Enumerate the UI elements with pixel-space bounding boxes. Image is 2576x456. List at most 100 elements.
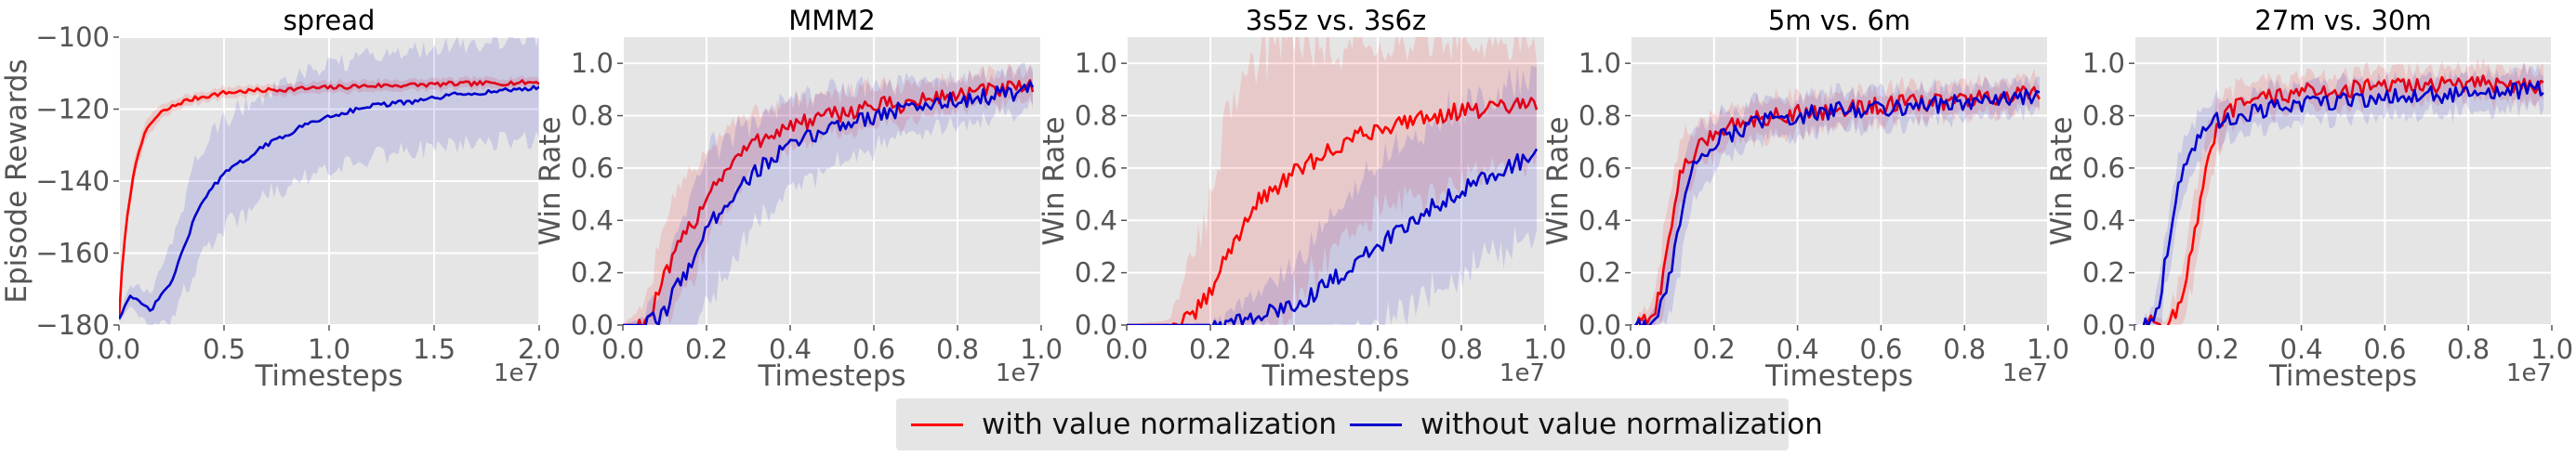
y-tick-label: 0.8 [2082, 100, 2125, 132]
x-offset-label: 1e7 [2506, 359, 2552, 387]
y-tick-label: 0.6 [571, 152, 614, 184]
chart-title: spread [284, 5, 376, 36]
x-tick-label: 0.8 [2447, 333, 2490, 365]
series-line-0 [1127, 97, 1539, 325]
x-tick-label: 0.4 [1273, 333, 1315, 365]
x-tick-label: 2.0 [518, 333, 561, 365]
y-tick-label: 0.8 [1579, 100, 1621, 132]
series-line-1 [623, 80, 1035, 325]
band-1 [623, 61, 1033, 325]
chart-title: 27m vs. 30m [2254, 5, 2431, 36]
y-axis-label: Win Rate [534, 116, 567, 245]
x-tick-label: 0.0 [2113, 333, 2156, 365]
x-tick-label: 0.0 [98, 333, 140, 365]
y-tick-label: 1.0 [2082, 47, 2125, 79]
x-tick-label: 1.0 [308, 333, 350, 365]
y-tick-label: 1.0 [571, 47, 614, 79]
panel-4: 0.0 0.2 0.4 0.6 0.8 1.0 0.0 0.2 0.4 0.6 0.8 1.0 27m … [2045, 5, 2573, 393]
y-axis-label: Win Rate [1541, 116, 1575, 245]
legend-item-with: with value normalization [911, 398, 1337, 450]
band-0 [623, 63, 1033, 325]
legend-line-without [1350, 423, 1402, 426]
series-line-1 [2134, 80, 2544, 325]
band-1 [2134, 62, 2543, 325]
x-axis-label: Timesteps [1261, 359, 1409, 393]
series-line-0 [119, 79, 539, 319]
x-tick-label: 0.2 [2197, 333, 2239, 365]
x-tick-label: 0.6 [852, 333, 895, 365]
x-offset-label: 1e7 [2002, 359, 2048, 387]
x-tick-label: 0.2 [1189, 333, 1232, 365]
x-tick-label: 1.5 [413, 333, 456, 365]
x-tick-label: 0.0 [601, 333, 644, 365]
x-tick-label: 0.8 [1440, 333, 1483, 365]
y-tick-label: 0.4 [1075, 204, 1117, 236]
y-tick-label: 0.6 [2082, 152, 2125, 184]
series-group [1631, 68, 2041, 325]
y-tick-label: 0.2 [2082, 257, 2125, 289]
x-tick-label: 0.2 [1693, 333, 1736, 365]
plot-area [1631, 37, 2048, 325]
y-axis-label: Win Rate [2045, 116, 2079, 245]
y-tick-label: −140 [35, 165, 110, 197]
y-tick-label: 0.0 [1579, 309, 1621, 341]
y-tick-label: 0.0 [2082, 309, 2125, 341]
y-tick-label: −180 [35, 309, 110, 341]
y-tick-label: 0.4 [571, 204, 614, 236]
x-tick-label: 1.0 [2027, 333, 2069, 365]
y-tick-label: 0.8 [571, 100, 614, 132]
y-tick-label: 1.0 [1579, 47, 1621, 79]
y-tick-label: 0.6 [1579, 152, 1621, 184]
x-tick-label: 0.6 [1356, 333, 1399, 365]
x-axis-label: Timesteps [2268, 359, 2417, 393]
y-tick-label: −120 [35, 94, 110, 125]
y-tick-label: 0.0 [1075, 309, 1117, 341]
series-line-1 [1127, 148, 1539, 325]
y-axis-label: Episode Rewards [0, 59, 33, 303]
legend-label-with: with value normalization [982, 408, 1338, 441]
plot-area [623, 37, 1041, 325]
x-tick-label: 0.4 [769, 333, 812, 365]
x-axis-label: Timesteps [254, 359, 403, 393]
x-tick-label: 0.4 [2280, 333, 2323, 365]
x-axis-label: Timesteps [757, 359, 905, 393]
chart-title: 3s5z vs. 3s6z [1246, 5, 1426, 36]
y-tick-label: 0.2 [1579, 257, 1621, 289]
y-tick-label: 1.0 [1075, 47, 1117, 79]
series-line-1 [119, 85, 539, 320]
legend-line-with [911, 423, 963, 426]
x-tick-label: 0.5 [203, 333, 245, 365]
chart-title: 5m vs. 6m [1768, 5, 1910, 36]
y-tick-label: 0.4 [2082, 204, 2125, 236]
x-tick-label: 0.6 [2363, 333, 2406, 365]
x-tick-label: 0.4 [1777, 333, 1819, 365]
x-offset-label: 1e7 [1499, 359, 1545, 387]
y-axis-label: Win Rate [1037, 116, 1071, 245]
legend-item-without: without value normalization [1350, 398, 1823, 450]
panel-3: 0.0 0.2 0.4 0.6 0.8 1.0 0.0 0.2 0.4 0.6 0.8 1.0 5m v… [1541, 5, 2069, 393]
y-tick-label: 0.2 [571, 257, 614, 289]
series-group [119, 37, 539, 325]
series-group [623, 61, 1035, 325]
x-tick-label: 1.0 [2530, 333, 2573, 365]
x-offset-label: 1e7 [996, 359, 1041, 387]
band-1 [119, 37, 539, 325]
y-tick-label: 0.2 [1075, 257, 1117, 289]
panel-0: 0.0 0.5 1.0 1.5 2.0 −180 −160 −140 −120 −100 sprea… [0, 5, 561, 393]
x-tick-label: 1.0 [1020, 333, 1063, 365]
legend: with value normalization without value n… [896, 398, 1823, 450]
y-tick-label: 0.6 [1075, 152, 1117, 184]
band-0 [2134, 58, 2543, 325]
y-tick-label: 0.4 [1579, 204, 1621, 236]
series-line-1 [1631, 88, 2041, 325]
x-tick-label: 0.2 [685, 333, 728, 365]
series-group [2134, 58, 2544, 325]
x-offset-label: 1e7 [494, 359, 539, 387]
x-axis-label: Timesteps [1764, 359, 1913, 393]
panel-2: 0.0 0.2 0.4 0.6 0.8 1.0 0.0 0.2 0.4 0.6 0.8 1.0 3s5z… [1037, 5, 1566, 393]
x-tick-label: 0.6 [1859, 333, 1902, 365]
panel-1: 0.0 0.2 0.4 0.6 0.8 1.0 0.0 0.2 0.4 0.6 0.8 1.0 MMM2… [534, 5, 1063, 393]
x-tick-label: 0.0 [1609, 333, 1652, 365]
x-tick-label: 0.8 [936, 333, 979, 365]
legend-label-without: without value normalization [1420, 408, 1823, 441]
